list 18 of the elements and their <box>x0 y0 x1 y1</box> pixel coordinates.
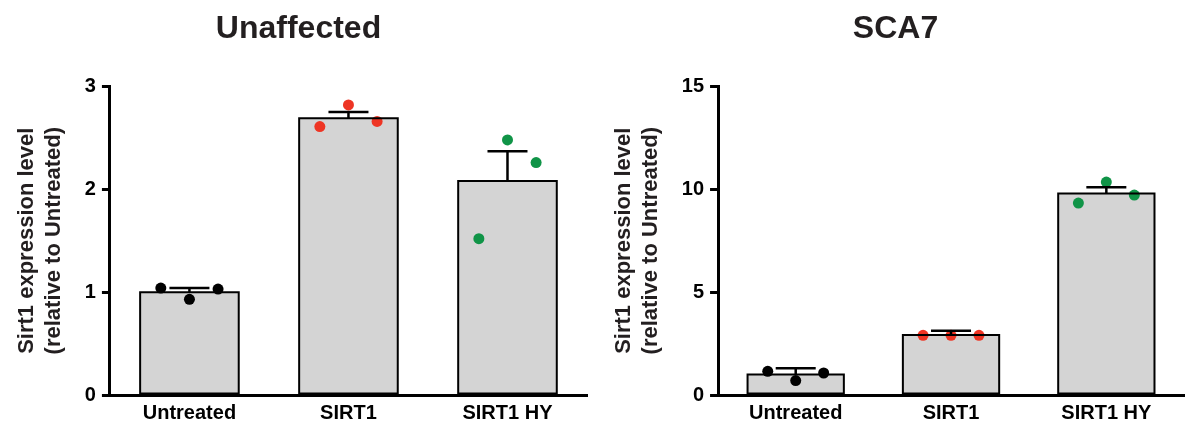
y-tick-label: 15 <box>681 73 705 96</box>
y-tick-label: 10 <box>681 176 705 199</box>
x-tick-label: SIRT1 <box>320 400 377 423</box>
y-axis-title: Sirt1 expression level (relative to Untreated) <box>13 127 65 355</box>
y-tick-label: 0 <box>692 382 705 405</box>
x-tick-label: SIRT1 HY <box>462 400 554 423</box>
y-tick-label: 5 <box>692 279 705 302</box>
x-tick-label: Untreated <box>749 400 843 423</box>
y-tick-label: 1 <box>84 279 96 302</box>
chart-title: Unaffected <box>215 9 382 46</box>
y-tick-label: 0 <box>84 382 96 405</box>
x-tick-label: SIRT1 <box>922 400 980 423</box>
x-tick-label: SIRT1 HY <box>1061 400 1153 423</box>
y-tick-label: 3 <box>84 73 96 96</box>
y-tick-label: 2 <box>84 176 96 199</box>
chart-title: SCA7 <box>852 9 939 46</box>
x-tick-label: Untreated <box>142 400 237 423</box>
y-axis-title: Sirt1 expression level (relative to Untreated) <box>610 127 662 355</box>
